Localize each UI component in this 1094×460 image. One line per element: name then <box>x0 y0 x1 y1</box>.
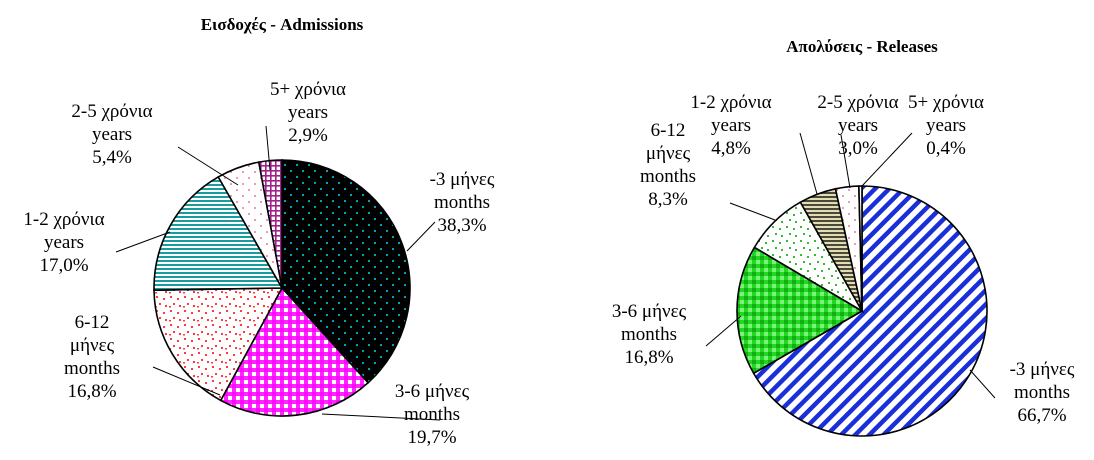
pie-slice <box>752 185 988 437</box>
slice-value-label: 19,7% <box>407 427 456 448</box>
pie-chart-1: Εισδοχές - Admissions-3 μήνες months 38,3%… <box>23 15 494 448</box>
slice-category-label: 5+ χρόνια <box>908 92 984 113</box>
slice-category-label: years <box>711 115 751 136</box>
chart-title: Απολύσεις - Releases <box>786 37 938 56</box>
slice-label: 5+ χρόνια years 2,9% <box>270 79 346 146</box>
slice-value-label: 16,8% <box>624 347 673 368</box>
leader-line <box>177 146 239 186</box>
slice-label: 1-2 χρόνια years 4,8% <box>690 92 771 159</box>
slice-label: 1-2 χρόνια years 17,0% <box>23 209 104 276</box>
pie-slice <box>257 159 283 289</box>
slice-label: 2-5 χρόνια years 5,4% <box>71 101 152 168</box>
slice-category-label: 2-5 χρόνια <box>817 92 898 113</box>
slice-category-label: years <box>926 115 966 136</box>
slice-value-label: 66,7% <box>1017 405 1066 426</box>
slice-category-label: -3 μήνες <box>1010 359 1075 380</box>
leader-line <box>799 132 818 195</box>
leader-line <box>265 125 271 171</box>
pie-slice <box>736 246 864 375</box>
leader-line <box>840 134 851 189</box>
slice-category-label: 3-6 μήνες <box>612 301 687 322</box>
leader-line <box>861 132 913 187</box>
leader-line <box>115 231 171 253</box>
slice-label: -3 μήνες months 38,3% <box>430 169 495 236</box>
slice-category-label: 6-12 <box>651 120 686 141</box>
slice-category-label: μήνες <box>646 143 691 164</box>
slice-label: 3-6 μήνες months 16,8% <box>612 301 687 368</box>
slice-category-label: months <box>640 166 696 187</box>
slice-category-label: 6-12 <box>75 312 110 333</box>
leader-line <box>152 366 221 396</box>
slice-category-label: 2-5 χρόνια <box>71 101 152 122</box>
slice-label: 6-12 μήνες months 8,3% <box>640 120 696 210</box>
slice-category-label: -3 μήνες <box>430 169 495 190</box>
slice-value-label: 3,0% <box>838 138 878 159</box>
slice-category-label: months <box>404 404 460 425</box>
slice-label: 5+ χρόνια years 0,4% <box>908 92 984 159</box>
slice-category-label: months <box>1014 382 1070 403</box>
leader-line <box>705 315 742 347</box>
slice-category-label: μήνες <box>70 335 115 356</box>
slice-value-label: 8,3% <box>648 189 688 210</box>
slice-category-label: months <box>434 192 490 213</box>
leader-line <box>969 369 996 399</box>
pie-slice <box>858 185 863 312</box>
slice-label: -3 μήνες months 66,7% <box>1010 359 1075 426</box>
slice-label: 6-12 μήνες months 16,8% <box>64 312 120 402</box>
slice-category-label: 3-6 μήνες <box>395 381 470 402</box>
slice-category-label: months <box>621 324 677 345</box>
pie-chart-2: Απολύσεις - Releases-3 μήνες months 66,7%3… <box>612 37 1075 437</box>
slice-category-label: years <box>838 115 878 136</box>
leader-line <box>406 221 436 252</box>
slice-value-label: 38,3% <box>437 215 486 236</box>
slice-value-label: 17,0% <box>39 255 88 276</box>
pie-slice <box>219 286 370 417</box>
slice-category-label: years <box>288 102 328 123</box>
slice-label: 3-6 μήνες months 19,7% <box>395 381 470 448</box>
slice-label: 2-5 χρόνια years 3,0% <box>817 92 898 159</box>
slice-category-label: months <box>64 358 120 379</box>
slice-category-label: years <box>44 232 84 253</box>
slice-value-label: 4,8% <box>711 138 751 159</box>
leader-line <box>321 413 441 421</box>
pie-slice <box>153 175 284 292</box>
slice-category-label: 5+ χρόνια <box>270 79 346 100</box>
leader-line <box>729 202 776 221</box>
slice-category-label: years <box>92 124 132 145</box>
pie-slice <box>153 287 284 402</box>
slice-value-label: 5,4% <box>92 147 132 168</box>
slice-category-label: 1-2 χρόνια <box>23 209 104 230</box>
slice-value-label: 2,9% <box>288 125 328 146</box>
slice-category-label: 1-2 χρόνια <box>690 92 771 113</box>
slice-value-label: 16,8% <box>67 381 116 402</box>
pie-slice <box>281 159 411 384</box>
chart-title: Εισδοχές - Admissions <box>201 15 364 34</box>
slice-value-label: 0,4% <box>926 138 966 159</box>
